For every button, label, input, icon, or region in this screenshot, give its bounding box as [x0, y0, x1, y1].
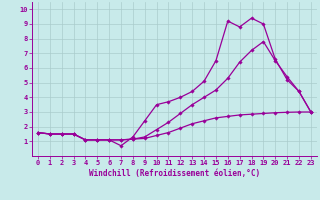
- X-axis label: Windchill (Refroidissement éolien,°C): Windchill (Refroidissement éolien,°C): [89, 169, 260, 178]
